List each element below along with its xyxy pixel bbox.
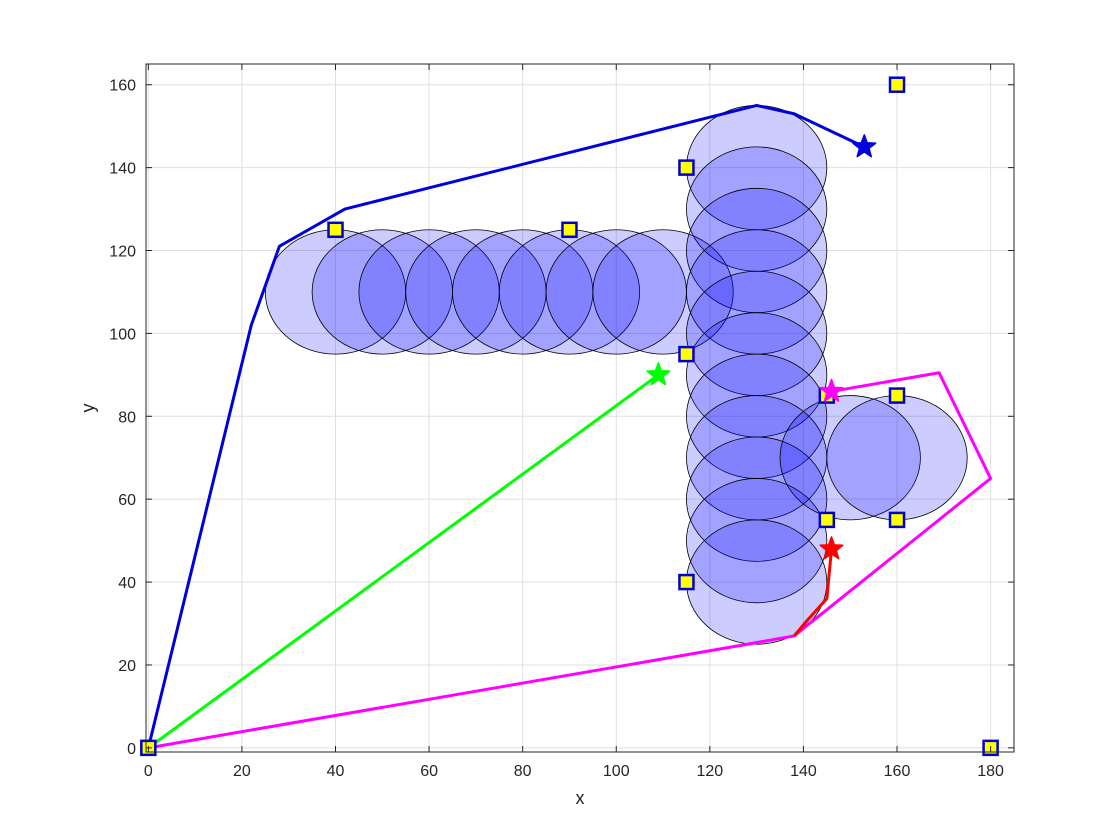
endpoint-star bbox=[646, 362, 671, 386]
y-tick-label: 40 bbox=[118, 575, 136, 592]
trajectory-line bbox=[792, 548, 834, 637]
x-tick-label: 120 bbox=[696, 763, 723, 780]
waypoint-square bbox=[561, 221, 578, 239]
waypoint-square bbox=[678, 345, 695, 363]
y-tick-label: 60 bbox=[118, 492, 136, 509]
endpoint-star bbox=[819, 378, 844, 402]
x-tick-label: 40 bbox=[327, 763, 345, 780]
waypoint-square bbox=[888, 511, 906, 529]
obstacle-circle bbox=[779, 395, 921, 521]
x-tick-label: 180 bbox=[977, 763, 1004, 780]
y-tick-label: 20 bbox=[118, 658, 136, 675]
y-tick-label: 160 bbox=[109, 78, 136, 95]
y-tick-label: 140 bbox=[109, 161, 136, 178]
endpoint-star bbox=[819, 536, 844, 560]
obstacle-circle bbox=[686, 478, 828, 604]
obstacle-circle bbox=[686, 436, 828, 562]
trajectory-line bbox=[147, 373, 660, 750]
x-tick-label: 100 bbox=[603, 763, 630, 780]
x-tick-label: 60 bbox=[420, 763, 438, 780]
y-tick-label: 0 bbox=[127, 741, 136, 758]
endpoint-stars bbox=[646, 134, 877, 560]
x-axis-label: x bbox=[576, 788, 585, 808]
axes-box bbox=[145, 63, 1015, 753]
waypoint-square bbox=[818, 511, 836, 529]
trajectory-lines bbox=[146, 103, 993, 750]
waypoint-square bbox=[888, 387, 906, 404]
endpoint-star bbox=[852, 134, 877, 158]
y-tick-label: 120 bbox=[109, 244, 136, 261]
axes-background bbox=[146, 64, 1014, 752]
waypoint-square bbox=[327, 221, 344, 239]
waypoint-square bbox=[678, 159, 695, 176]
trajectory-line bbox=[148, 371, 993, 750]
y-tick-label: 80 bbox=[118, 409, 136, 426]
waypoint-markers bbox=[140, 76, 999, 757]
x-tick-label: 20 bbox=[233, 763, 251, 780]
trajectory-line bbox=[146, 103, 865, 749]
y-axis-label: y bbox=[78, 404, 98, 413]
obstacle-circle bbox=[826, 395, 968, 521]
y-tick-label: 100 bbox=[109, 326, 136, 343]
x-tick-label: 80 bbox=[514, 763, 532, 780]
waypoint-square bbox=[888, 76, 906, 93]
grid bbox=[146, 64, 1014, 752]
x-tick-label: 0 bbox=[144, 763, 153, 780]
x-tick-label: 140 bbox=[790, 763, 817, 780]
ticks: 0 20 40 60 80 100 120 140 160 180 0 20 40 60 80 100 120 1… bbox=[109, 64, 1014, 780]
x-tick-label: 160 bbox=[884, 763, 911, 780]
waypoint-square bbox=[678, 573, 695, 591]
obstacle-circles bbox=[264, 105, 968, 645]
obstacle-circle bbox=[592, 229, 734, 355]
